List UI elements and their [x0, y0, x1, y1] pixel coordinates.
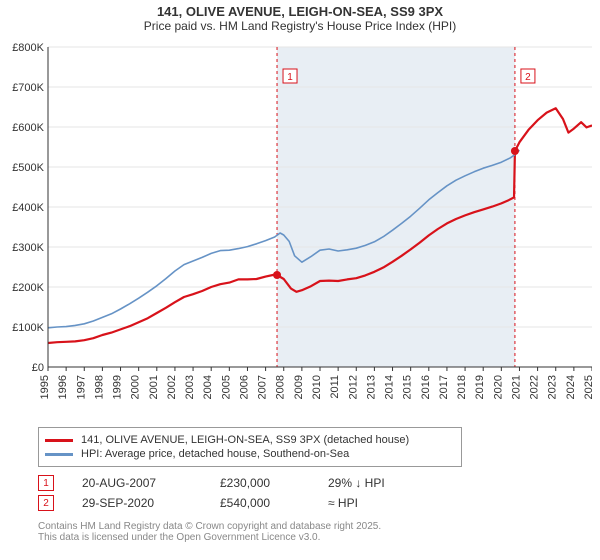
svg-text:2016: 2016 — [420, 375, 432, 399]
svg-text:2014: 2014 — [384, 375, 396, 399]
sale-marker-1-num: 1 — [43, 478, 49, 489]
svg-text:2001: 2001 — [148, 375, 160, 399]
sale-marker-2: 2 — [38, 495, 54, 511]
svg-text:1995: 1995 — [39, 375, 51, 399]
chart-svg: £0 £100K £200K £300K £400K £500K £600K £700K £80… — [8, 39, 592, 419]
svg-text:2023: 2023 — [547, 375, 559, 399]
svg-text:£800K: £800K — [12, 42, 44, 54]
svg-text:£100K: £100K — [12, 322, 44, 334]
footer: Contains HM Land Registry data © Crown c… — [38, 521, 592, 543]
legend-box: 141, OLIVE AVENUE, LEIGH-ON-SEA, SS9 3PX… — [38, 427, 462, 467]
svg-text:1998: 1998 — [93, 375, 105, 399]
title-block: 141, OLIVE AVENUE, LEIGH-ON-SEA, SS9 3PX… — [0, 0, 600, 33]
svg-text:£200K: £200K — [12, 282, 44, 294]
sale-row-2: 2 29-SEP-2020 £540,000 ≈ HPI — [38, 495, 592, 511]
sale-date-2: 29-SEP-2020 — [82, 496, 192, 510]
svg-text:2015: 2015 — [402, 375, 414, 399]
svg-text:2013: 2013 — [365, 375, 377, 399]
svg-text:£400K: £400K — [12, 202, 44, 214]
sale-date-1: 20-AUG-2007 — [82, 476, 192, 490]
svg-text:2018: 2018 — [456, 375, 468, 399]
svg-text:2012: 2012 — [347, 375, 359, 399]
sale-row-1: 1 20-AUG-2007 £230,000 29% ↓ HPI — [38, 475, 592, 491]
svg-text:£500K: £500K — [12, 162, 44, 174]
svg-text:£700K: £700K — [12, 82, 44, 94]
svg-text:2010: 2010 — [311, 375, 323, 399]
svg-text:2002: 2002 — [166, 375, 178, 399]
svg-text:2000: 2000 — [130, 375, 142, 399]
footer-line-1: Contains HM Land Registry data © Crown c… — [38, 521, 592, 532]
svg-text:2019: 2019 — [474, 375, 486, 399]
svg-text:2008: 2008 — [275, 375, 287, 399]
svg-text:2011: 2011 — [329, 375, 341, 399]
sales-table: 1 20-AUG-2007 £230,000 29% ↓ HPI 2 29-SE… — [38, 475, 592, 511]
svg-text:2020: 2020 — [492, 375, 504, 399]
svg-text:2022: 2022 — [529, 375, 541, 399]
chart-area: £0 £100K £200K £300K £400K £500K £600K £700K £80… — [8, 39, 592, 419]
svg-text:1: 1 — [287, 72, 293, 83]
sale-marker-1: 1 — [38, 475, 54, 491]
svg-text:2005: 2005 — [220, 375, 232, 399]
sale-price-1: £230,000 — [220, 476, 300, 490]
svg-text:2003: 2003 — [184, 375, 196, 399]
footer-line-2: This data is licensed under the Open Gov… — [38, 532, 592, 543]
svg-text:2025: 2025 — [583, 375, 592, 399]
svg-text:£600K: £600K — [12, 122, 44, 134]
legend-label-price-paid: 141, OLIVE AVENUE, LEIGH-ON-SEA, SS9 3PX… — [81, 434, 409, 446]
legend-swatch-hpi — [45, 453, 73, 456]
svg-text:2009: 2009 — [293, 375, 305, 399]
svg-text:2: 2 — [525, 72, 531, 83]
svg-text:2006: 2006 — [238, 375, 250, 399]
svg-text:2021: 2021 — [510, 375, 522, 399]
legend-label-hpi: HPI: Average price, detached house, Sout… — [81, 448, 349, 460]
svg-text:2024: 2024 — [565, 375, 577, 399]
chart-title: 141, OLIVE AVENUE, LEIGH-ON-SEA, SS9 3PX — [0, 4, 600, 19]
chart-subtitle: Price paid vs. HM Land Registry's House … — [0, 19, 600, 33]
sale-marker-2-num: 2 — [43, 498, 49, 509]
svg-text:£300K: £300K — [12, 242, 44, 254]
svg-text:2017: 2017 — [438, 375, 450, 399]
svg-text:2004: 2004 — [202, 375, 214, 399]
svg-text:2007: 2007 — [257, 375, 269, 399]
sale-hpi-1: 29% ↓ HPI — [328, 476, 385, 490]
svg-text:1997: 1997 — [75, 375, 87, 399]
svg-text:£0: £0 — [32, 362, 44, 374]
svg-text:1996: 1996 — [57, 375, 69, 399]
sale-price-2: £540,000 — [220, 496, 300, 510]
sale-hpi-2: ≈ HPI — [328, 496, 358, 510]
svg-text:1999: 1999 — [112, 375, 124, 399]
legend-item-price-paid: 141, OLIVE AVENUE, LEIGH-ON-SEA, SS9 3PX… — [45, 434, 455, 446]
legend-item-hpi: HPI: Average price, detached house, Sout… — [45, 448, 455, 460]
legend-swatch-price-paid — [45, 439, 73, 442]
